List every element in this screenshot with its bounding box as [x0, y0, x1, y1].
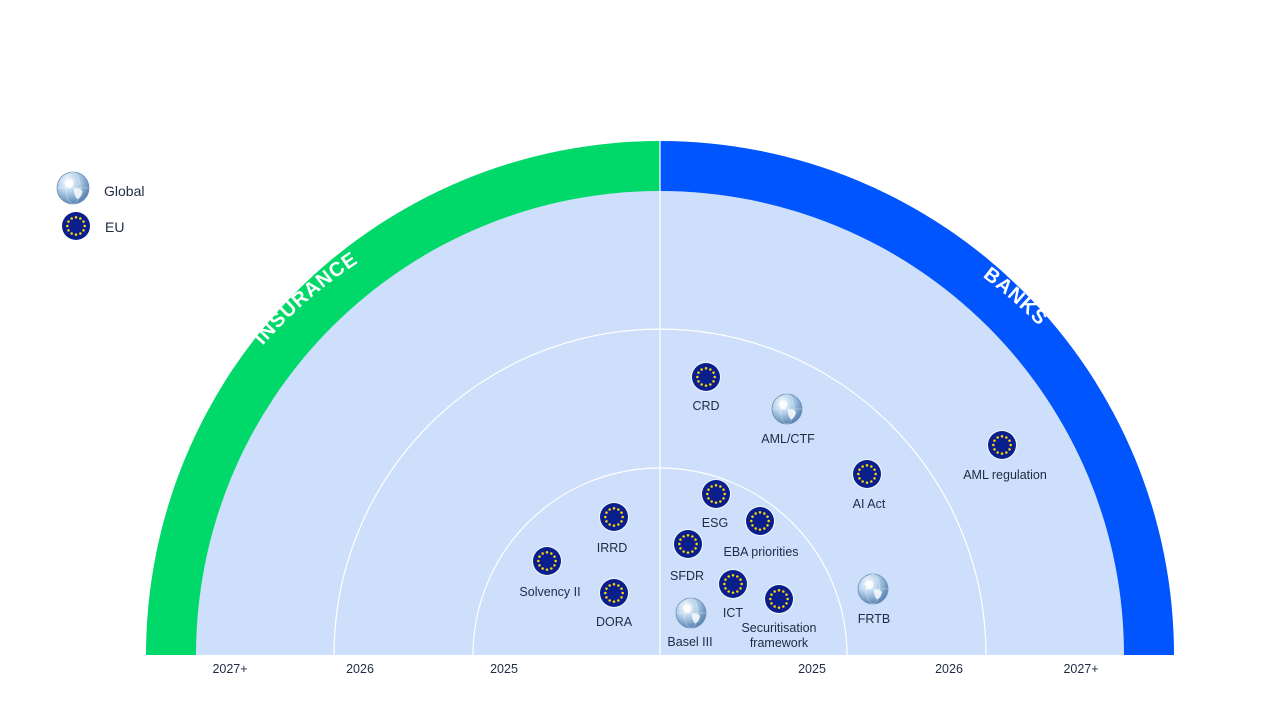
eu-flag-icon	[763, 583, 795, 615]
regulation-marker-aml-regulation[interactable]: AML regulation	[963, 429, 1047, 482]
eu-flag-icon	[60, 210, 92, 242]
regulation-label: AI Act	[853, 497, 886, 511]
regulation-label: ESG	[702, 516, 728, 530]
regulation-label: IRRD	[597, 541, 628, 555]
regulation-marker-solvency-ii[interactable]: Solvency II	[519, 545, 581, 599]
regulation-marker-securitisation[interactable]: Securitisation framework	[741, 583, 817, 650]
legend: Global EU	[56, 171, 144, 242]
year-label: 2027+	[1063, 662, 1098, 676]
eu-flag-icon	[690, 361, 722, 393]
regulation-marker-dora[interactable]: DORA	[596, 577, 633, 629]
regulation-label: SFDR	[670, 569, 704, 583]
regulation-marker-eba-priorities[interactable]: EBA priorities	[723, 505, 799, 559]
regulation-label: CRD	[692, 399, 719, 413]
regulation-label: Securitisation framework	[741, 621, 816, 650]
regulation-marker-crd[interactable]: CRD	[690, 361, 722, 413]
regulation-label: EBA priorities	[723, 545, 798, 559]
regulation-label: AML/CTF	[761, 432, 815, 446]
regulation-label: AML regulation	[963, 468, 1047, 482]
eu-flag-icon	[60, 210, 92, 242]
globe-icon	[56, 171, 90, 205]
year-labels: 2027+ 2026 2025 2025 2026 2027+	[212, 662, 1098, 676]
year-label: 2025	[490, 662, 518, 676]
regulation-marker-ai-act[interactable]: AI Act	[851, 458, 886, 511]
eu-flag-icon	[700, 478, 732, 510]
eu-flag-icon	[672, 528, 704, 560]
regulation-label: Solvency II	[519, 585, 580, 599]
regulation-marker-esg[interactable]: ESG	[700, 478, 732, 530]
year-label: 2027+	[212, 662, 247, 676]
regulation-label: FRTB	[858, 612, 890, 626]
eu-flag-icon	[598, 501, 630, 533]
globe-icon	[56, 171, 90, 205]
legend-label-global: Global	[104, 183, 144, 199]
legend-label-eu: EU	[105, 219, 124, 235]
regulation-marker-basel-iii[interactable]: Basel III	[667, 597, 713, 649]
eu-flag-icon	[851, 458, 883, 490]
regulation-marker-ict[interactable]: ICT	[717, 568, 749, 620]
eu-flag-icon	[986, 429, 1018, 461]
regulation-marker-irrd[interactable]: IRRD	[597, 501, 630, 555]
regulation-label: ICT	[723, 606, 744, 620]
year-label: 2026	[346, 662, 374, 676]
globe-icon	[771, 393, 803, 425]
globe-icon	[857, 573, 889, 605]
eu-flag-icon	[717, 568, 749, 600]
regulation-marker-aml-ctf[interactable]: AML/CTF	[761, 393, 815, 446]
regulation-marker-frtb[interactable]: FRTB	[857, 573, 890, 626]
regulation-label: DORA	[596, 615, 633, 629]
regulation-markers: CRD AML/CTF AML regulation AI Act ESG EB…	[519, 361, 1047, 650]
eu-flag-icon	[744, 505, 776, 537]
year-label: 2026	[935, 662, 963, 676]
eu-flag-icon	[531, 545, 563, 577]
regulation-label: Basel III	[667, 635, 712, 649]
year-label: 2025	[798, 662, 826, 676]
regulation-marker-sfdr[interactable]: SFDR	[670, 528, 704, 583]
globe-icon	[675, 597, 707, 629]
eu-flag-icon	[598, 577, 630, 609]
